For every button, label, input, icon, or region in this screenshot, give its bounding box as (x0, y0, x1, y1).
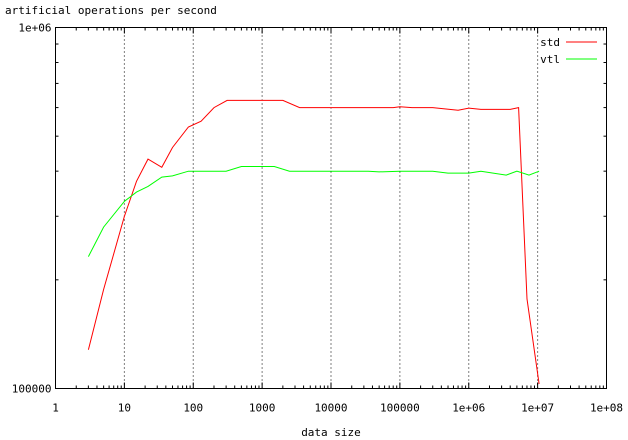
x-tick-label: 1e+06 (452, 402, 485, 415)
x-tick-label: 10 (118, 402, 131, 415)
plot-frame (55, 27, 607, 389)
legend-label-vtl: vtl (540, 53, 560, 66)
x-tick-label: 1 (52, 402, 59, 415)
x-tick-label: 1e+07 (521, 402, 554, 415)
legend: std vtl (540, 36, 597, 66)
x-axis-label: data size (301, 426, 361, 439)
x-tick-label: 10000 (314, 402, 347, 415)
x-tick-label: 1000 (249, 402, 276, 415)
y-axis-label: artificial operations per second (5, 4, 217, 17)
series-line-std (87, 99, 540, 384)
legend-label-std: std (540, 36, 560, 49)
y-tick-label: 100000 (12, 383, 52, 396)
series-layer (87, 99, 540, 384)
series-line-vtl (87, 166, 540, 257)
y-tick-label: 1e+06 (18, 22, 51, 35)
axis-ticks: 1 10 100 1000 10000 100000 1e+06 1e+07 1e+08 1000… (12, 22, 623, 415)
x-tick-label: 100000 (380, 402, 420, 415)
x-tick-label: 1e+08 (590, 402, 623, 415)
grid (123, 27, 539, 389)
x-tick-label: 100 (183, 402, 203, 415)
